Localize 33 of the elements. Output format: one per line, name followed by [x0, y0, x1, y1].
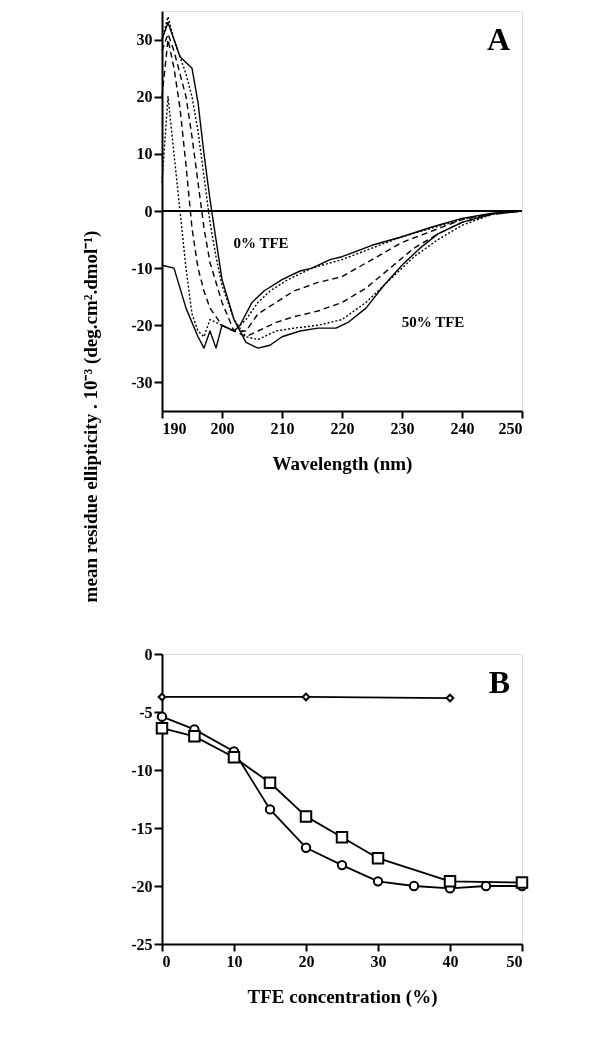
x-tick-label: 250	[498, 419, 523, 437]
annotation: 50% TFE	[401, 313, 465, 330]
x-tick-label: 230	[390, 419, 415, 437]
x-tick-label: 0	[162, 952, 171, 970]
y-tick-label: -20	[131, 316, 153, 334]
x-tick-label: 240	[450, 419, 475, 437]
y-tick-label: 20	[136, 88, 153, 106]
y-tick-label: -30	[131, 373, 153, 391]
x-tick-label: 190	[162, 419, 187, 437]
annotation: A	[486, 21, 510, 57]
y-tick-label: 30	[136, 31, 153, 49]
x-axis-title: TFE concentration (%)	[247, 985, 438, 1008]
y-tick-label: 10	[136, 145, 153, 163]
x-tick-label: 30	[370, 952, 387, 970]
y-axis-title: mean residue ellipticity . 10⁻³ (deg.cm².dmol⁻¹)	[79, 230, 102, 603]
x-tick-label: 220	[330, 419, 355, 437]
y-tick-label: -20	[131, 877, 153, 895]
x-tick-label: 210	[270, 419, 295, 437]
x-tick-label: 40	[442, 952, 459, 970]
annotation: 0% TFE	[233, 235, 289, 251]
y-tick-label: -10	[131, 259, 153, 277]
x-axis-title: Wavelength (nm)	[272, 452, 413, 475]
y-tick-label: 0	[144, 202, 153, 220]
y-tick-label: -5	[139, 703, 153, 721]
y-tick-label: -10	[131, 761, 153, 779]
y-tick-label: -25	[131, 935, 153, 953]
y-tick-label: -15	[131, 819, 153, 837]
y-tick-label: 0	[144, 645, 153, 663]
x-tick-label: 10	[226, 952, 243, 970]
x-tick-label: 50	[506, 952, 523, 970]
annotation: B	[488, 664, 510, 700]
x-tick-label: 20	[298, 952, 315, 970]
x-tick-label: 200	[210, 419, 235, 437]
